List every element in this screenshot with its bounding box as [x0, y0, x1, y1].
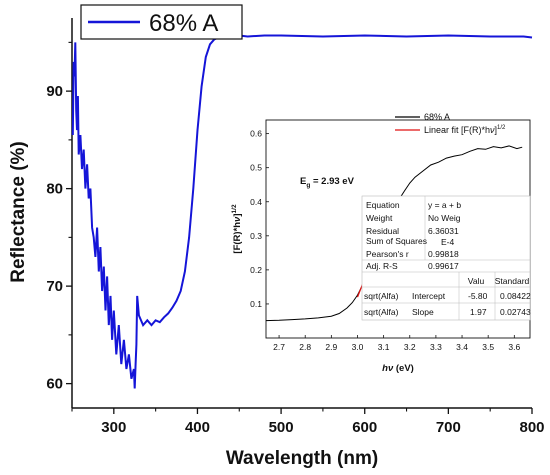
x-tick-label: 400: [185, 419, 210, 436]
inset-x-ticks: 2.7 2.8 2.9 3.0 3.1 3.2 3.3 3.4 3.5 3.6: [273, 335, 520, 352]
y-tick-label: 80: [46, 181, 63, 198]
table-cell: Pearson's r: [366, 249, 409, 259]
y-tick-label: 90: [46, 83, 63, 100]
x-tick-label: 800: [519, 419, 544, 436]
table-cell: Sum of Squares: [366, 236, 427, 246]
y-tick-label: 60: [46, 376, 63, 393]
inset-x-tick-label: 3.1: [378, 342, 390, 352]
table-cell: No Weig: [428, 213, 461, 223]
inset-x-tick-label: 3.2: [404, 342, 416, 352]
x-ticks: 300 400 500 600 700 800: [71, 408, 545, 436]
inset-x-tick-label: 3.4: [456, 342, 468, 352]
table-cell: sqrt(Alfa): [364, 307, 399, 317]
inset-y-ticks: 0.1 0.2 0.3 0.4 0.5 0.6: [250, 129, 269, 309]
main-axes: 300 400 500 600 700 800 60 70 80 90 Wavelength (…: [8, 18, 545, 469]
inset-legend-data-label: 68% A: [424, 112, 450, 122]
table-cell: Slope: [412, 307, 434, 317]
inset-x-tick-label: 2.8: [299, 342, 311, 352]
inset-y-tick-label: 0.5: [250, 163, 262, 173]
table-cell: 0.08422: [500, 291, 531, 301]
inset-y-tick-label: 0.3: [250, 231, 262, 241]
inset-x-tick-label: 2.7: [273, 342, 285, 352]
inset-chart: 2.7 2.8 2.9 3.0 3.1 3.2 3.3 3.4 3.5 3.6 0.1 0.2 0.3…: [223, 104, 544, 404]
y-axis-title: Reflectance (%): [8, 141, 29, 283]
table-header: Standard: [495, 276, 530, 286]
table-cell: Residual: [366, 226, 399, 236]
inset-y-tick-label: 0.6: [250, 129, 262, 139]
x-axis-title: Wavelength (nm): [226, 448, 378, 469]
legend: 68% A: [80, 4, 243, 40]
table-cell: 0.99617: [428, 261, 459, 271]
inset-y-tick-label: 0.1: [250, 299, 262, 309]
table-cell: Equation: [366, 200, 400, 210]
fit-table-box: [361, 195, 531, 321]
x-tick-label: 700: [436, 419, 461, 436]
table-cell: -5.80: [468, 291, 488, 301]
inset-x-axis-title: hν (eV): [382, 363, 414, 374]
table-cell: 0.99818: [428, 249, 459, 259]
inset-x-tick-label: 3.3: [430, 342, 442, 352]
table-cell: 0.02743: [500, 307, 531, 317]
band-gap-annotation: Eg = 2.93 eV: [300, 176, 355, 189]
inset-y-tick-label: 0.4: [250, 197, 262, 207]
y-tick-label: 70: [46, 278, 63, 295]
table-cell: y = a + b: [428, 200, 461, 210]
inset-x-tick-label: 3.6: [508, 342, 520, 352]
inset-y-tick-label: 0.2: [250, 265, 262, 275]
y-ticks: 60 70 80 90: [46, 41, 72, 393]
table-cell: Adj. R-S: [366, 261, 398, 271]
table-cell: E-4: [441, 237, 455, 247]
inset-x-tick-label: 3.0: [352, 342, 364, 352]
table-cell: 1.97: [470, 307, 487, 317]
table-cell: Intercept: [412, 291, 446, 301]
table-cell: 6.36031: [428, 226, 459, 236]
table-cell: sqrt(Alfa): [364, 291, 399, 301]
fit-table: Equation y = a + b Weight No Weig Residu…: [361, 195, 531, 321]
inset-x-tick-label: 3.5: [482, 342, 494, 352]
x-tick-label: 500: [269, 419, 294, 436]
x-tick-label: 600: [352, 419, 377, 436]
x-tick-label: 300: [101, 419, 126, 436]
legend-label: 68% A: [149, 10, 218, 37]
inset-legend-fit-label: Linear fit [F(R)*hν]1/2: [424, 125, 506, 135]
inset-y-axis-title: [F(R)*hν]1/2: [231, 204, 243, 254]
table-header: Valu: [468, 276, 485, 286]
table-cell: Weight: [366, 213, 393, 223]
inset-x-tick-label: 2.9: [325, 342, 337, 352]
